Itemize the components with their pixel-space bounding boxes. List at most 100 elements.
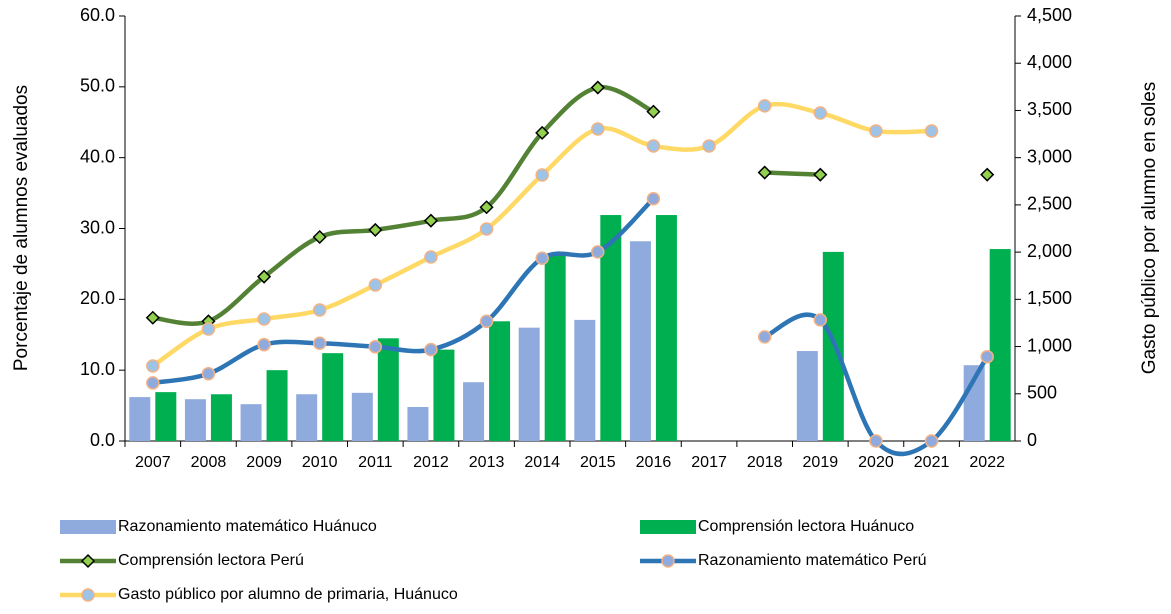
x-tick-label: 2009 [246, 454, 282, 471]
marker [869, 434, 883, 448]
marker [590, 80, 605, 95]
bar [240, 404, 262, 441]
y2-tick-label: 1,500 [1027, 288, 1072, 308]
x-tick-label: 2021 [914, 454, 950, 471]
marker [201, 366, 216, 381]
marker [146, 376, 160, 390]
legend-marker [80, 553, 96, 569]
marker [146, 359, 160, 373]
legend-label: Razonamiento matemático Huánuco [118, 518, 377, 535]
bar [796, 351, 818, 441]
bar [989, 249, 1011, 441]
marker [424, 250, 438, 264]
y2-tick-label: 3,000 [1027, 146, 1072, 166]
legend-marker [661, 554, 675, 568]
marker [479, 314, 494, 329]
x-tick-label: 2010 [302, 454, 338, 471]
bar [322, 353, 344, 441]
legend-swatch [640, 520, 696, 534]
marker [813, 313, 828, 327]
legend-swatch [60, 520, 116, 534]
y2-tick-label: 0 [1027, 430, 1037, 450]
x-tick-label: 2015 [580, 454, 616, 471]
x-tick-label: 2008 [191, 454, 227, 471]
line [152, 85, 655, 326]
marker [479, 200, 494, 215]
y-tick-label: 50.0 [80, 76, 115, 96]
x-tick-label: 2018 [747, 454, 783, 471]
marker [535, 168, 549, 182]
marker [424, 342, 438, 357]
y2-axis-label: Gasto público por alumno en soles [1139, 82, 1160, 375]
marker [869, 124, 883, 138]
x-tick-label: 2013 [469, 454, 505, 471]
y2-tick-label: 4,000 [1027, 52, 1072, 72]
legend-label: Comprensión lectora Huánuco [698, 518, 914, 535]
marker [591, 122, 605, 136]
marker [924, 124, 939, 138]
marker [312, 336, 327, 350]
marker [646, 192, 661, 206]
y2-tick-label: 4,500 [1027, 5, 1072, 25]
bar [433, 349, 455, 441]
marker [201, 322, 216, 336]
bar [296, 394, 318, 441]
x-tick-label: 2007 [135, 454, 171, 471]
marker [479, 222, 494, 236]
marker [980, 349, 994, 364]
y-tick-label: 40.0 [80, 146, 115, 166]
marker [423, 213, 438, 228]
line [764, 170, 821, 177]
marker [312, 303, 327, 317]
bar [266, 370, 288, 441]
marker [257, 269, 272, 284]
y-tick-label: 20.0 [80, 288, 115, 308]
y-tick-label: 30.0 [80, 217, 115, 237]
bar [407, 407, 429, 441]
x-tick-label: 2011 [358, 454, 393, 471]
x-tick-label: 2020 [858, 454, 894, 471]
x-tick-label: 2019 [803, 454, 839, 471]
legend-label: Razonamiento matemático Perú [698, 552, 927, 569]
marker [702, 139, 716, 153]
marker [145, 310, 160, 325]
marker [368, 340, 383, 354]
x-tick-label: 2016 [636, 454, 672, 471]
marker [591, 245, 605, 259]
y2-tick-label: 500 [1027, 383, 1057, 403]
marker [757, 99, 772, 113]
marker [757, 165, 772, 180]
marker [646, 139, 661, 153]
marker [535, 125, 550, 140]
bar [518, 327, 540, 441]
marker [257, 337, 271, 352]
bar [600, 215, 622, 441]
bar [184, 399, 206, 441]
marker [535, 251, 549, 265]
x-tick-label: 2022 [969, 454, 1005, 471]
marker [368, 222, 383, 237]
marker [924, 434, 939, 448]
y2-tick-label: 1,000 [1027, 335, 1072, 355]
bar [155, 392, 177, 441]
bar [377, 338, 399, 441]
legend-label: Gasto público por alumno de primaria, Hu… [118, 586, 458, 603]
bar [129, 397, 151, 441]
marker [813, 167, 828, 182]
y-tick-label: 60.0 [80, 5, 115, 25]
x-tick-label: 2012 [413, 454, 449, 471]
bar [544, 254, 566, 441]
bar [351, 392, 373, 441]
y2-tick-label: 3,500 [1027, 99, 1072, 119]
marker [312, 229, 327, 245]
bar [574, 319, 596, 441]
line [152, 197, 656, 386]
bar [655, 215, 677, 441]
x-tick-label: 2014 [524, 454, 560, 471]
marker [757, 330, 772, 344]
legend-marker [81, 588, 95, 602]
marker [368, 278, 383, 292]
x-tick-label: 2017 [691, 454, 727, 471]
marker [257, 312, 271, 326]
